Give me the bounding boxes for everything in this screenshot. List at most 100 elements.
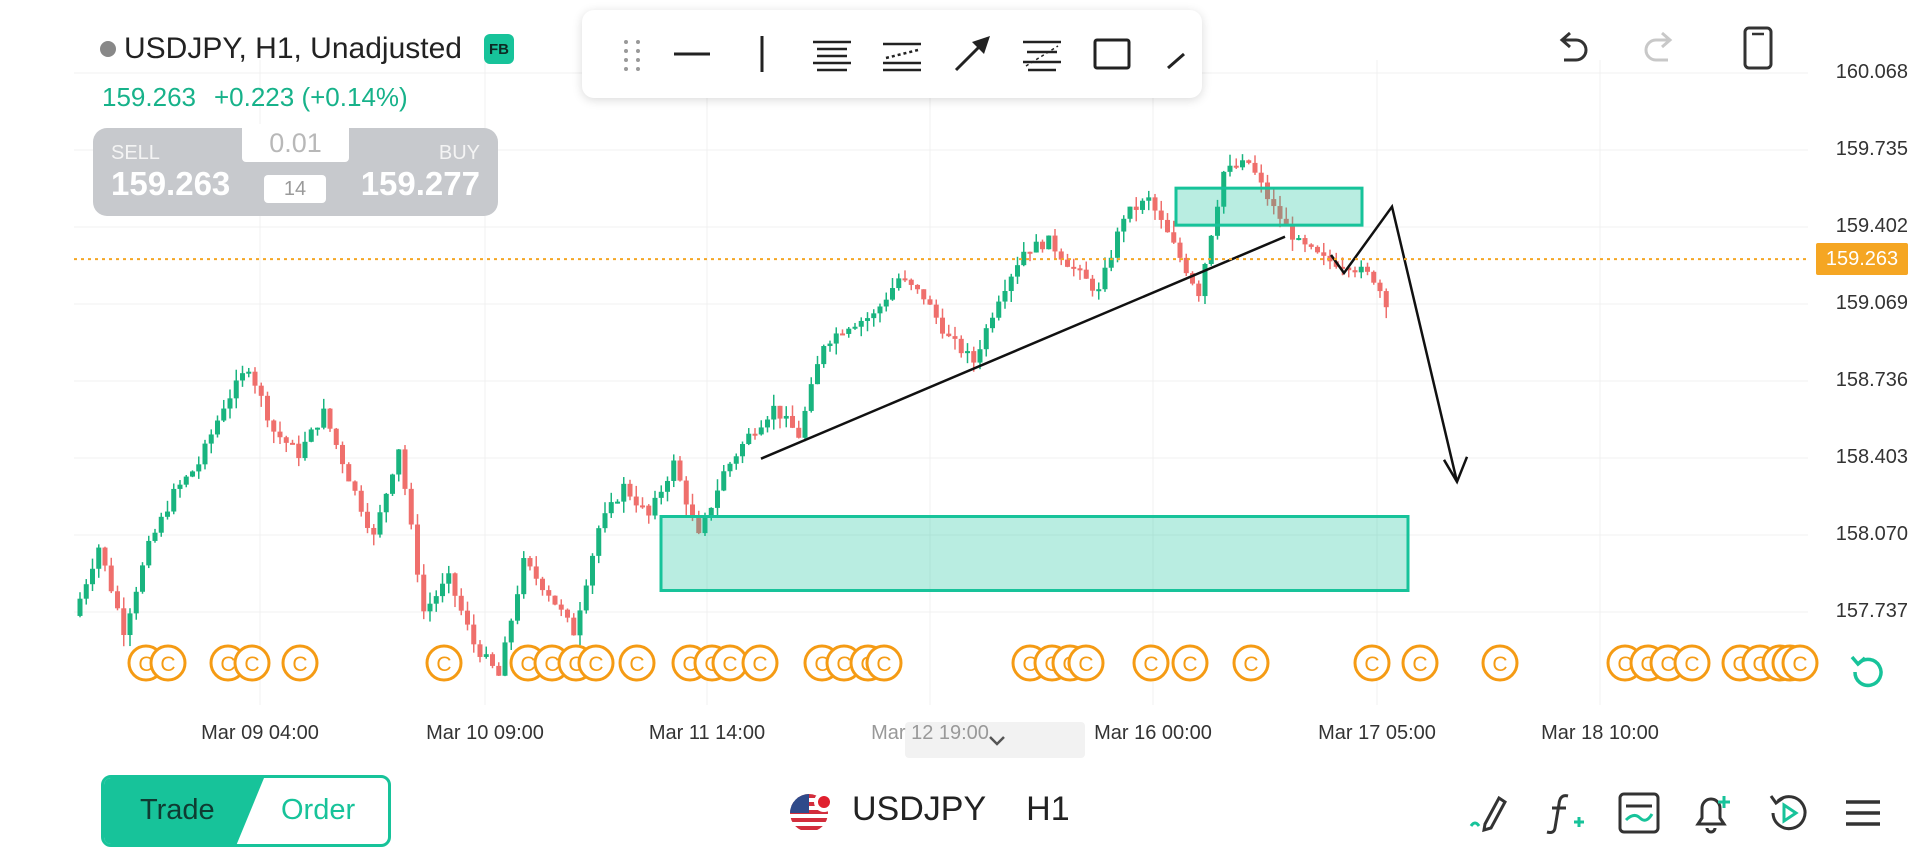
- trend-line[interactable]: [760, 235, 1286, 460]
- calendar-event-label: C: [520, 653, 535, 676]
- draw-tools-icon[interactable]: [1465, 788, 1515, 838]
- candle-body: [958, 338, 964, 354]
- indicators-icon[interactable]: [1540, 788, 1590, 838]
- candle-body: [1146, 197, 1152, 201]
- candle-body: [721, 471, 727, 491]
- candle-body: [496, 665, 502, 676]
- time-axis-collapse[interactable]: [905, 722, 1085, 758]
- calendar-event-marker[interactable]: [1171, 644, 1209, 682]
- candle-body: [602, 513, 608, 529]
- sell-price[interactable]: 159.263: [111, 165, 231, 202]
- calendar-event-marker[interactable]: [1401, 644, 1439, 682]
- candle-body: [977, 349, 983, 363]
- symbol-selector[interactable]: USDJPY H1: [852, 790, 1070, 829]
- candle-body: [1033, 241, 1039, 253]
- candle-body: [1352, 270, 1358, 273]
- calendar-event-marker[interactable]: [618, 644, 656, 682]
- fib-retracement-icon[interactable]: [1022, 34, 1062, 74]
- calendar-event-marker[interactable]: [1232, 644, 1270, 682]
- price-chart[interactable]: CCCCCCCCCCCCCCCCCCCCCCCCCCCCCCCCCCCCCC: [0, 0, 1920, 760]
- calendar-event-marker[interactable]: [1132, 644, 1170, 682]
- calendar-event-label: C: [876, 653, 891, 676]
- candle-body: [1283, 218, 1289, 224]
- candle-body: [133, 591, 139, 614]
- calendar-event-marker[interactable]: [577, 644, 615, 682]
- parallel-channel-icon[interactable]: [882, 34, 922, 74]
- candle-body: [1115, 231, 1120, 258]
- candle-body: [946, 333, 952, 337]
- instrument-header[interactable]: USDJPY, H1, Unadjusted FB: [100, 32, 514, 66]
- price-alert-icon[interactable]: [1688, 788, 1738, 838]
- projection-path[interactable]: [1329, 203, 1459, 483]
- candle-body: [1240, 160, 1245, 168]
- candle-body: [571, 617, 577, 636]
- calendar-event-label: C: [1492, 653, 1507, 676]
- bottom-symbol[interactable]: USDJPY: [852, 790, 987, 828]
- lot-size-input[interactable]: 0.01: [242, 124, 349, 162]
- calendar-event-marker[interactable]: [865, 644, 903, 682]
- candle-body: [233, 380, 239, 399]
- candle-body: [246, 371, 252, 374]
- calendar-event-marker[interactable]: [425, 644, 463, 682]
- chart-settings-icon[interactable]: [1614, 788, 1664, 838]
- candle-body: [458, 595, 464, 611]
- calendar-event-marker[interactable]: [1481, 644, 1519, 682]
- calendar-event-marker[interactable]: [741, 644, 779, 682]
- rectangle-icon[interactable]: [1092, 34, 1132, 74]
- candle-body: [1196, 283, 1202, 297]
- menu-icon[interactable]: [1838, 788, 1888, 838]
- undo-icon[interactable]: [1550, 28, 1594, 72]
- drag-handle-icon[interactable]: [612, 34, 652, 74]
- candle-body: [446, 573, 452, 584]
- candle-body: [865, 318, 870, 321]
- candle-body: [590, 555, 595, 586]
- candle-body: [740, 444, 745, 457]
- candle-body: [171, 488, 177, 512]
- trend-line-icon[interactable]: [1162, 34, 1194, 74]
- candle-body: [1158, 210, 1164, 220]
- arrow-icon[interactable]: [952, 34, 992, 74]
- sell-label[interactable]: SELL: [111, 142, 160, 164]
- trade-tab[interactable]: Trade: [140, 794, 215, 826]
- candle-body: [965, 351, 970, 354]
- candle-body: [165, 511, 170, 517]
- candle-body: [727, 463, 733, 472]
- buy-label[interactable]: BUY: [438, 142, 480, 164]
- candle-body: [746, 433, 752, 445]
- candle-body: [483, 654, 489, 657]
- bottom-timeframe[interactable]: H1: [1026, 790, 1070, 828]
- vertical-line-icon[interactable]: [742, 34, 782, 74]
- candle-body: [715, 490, 720, 508]
- replay-icon[interactable]: [1763, 788, 1813, 838]
- buy-price[interactable]: 159.277: [360, 165, 480, 202]
- price-axis-label: 158.070: [1835, 523, 1908, 545]
- calendar-event-label: C: [1684, 653, 1699, 676]
- calendar-event-marker[interactable]: [149, 644, 187, 682]
- calendar-event-marker[interactable]: [281, 644, 319, 682]
- candle-body: [1058, 251, 1064, 260]
- horizontal-channel-icon[interactable]: [812, 34, 852, 74]
- horizontal-line-icon[interactable]: [672, 34, 712, 74]
- fb-badge[interactable]: FB: [483, 34, 514, 64]
- candle-body: [1271, 199, 1277, 207]
- candle-body: [627, 483, 633, 497]
- orientation-icon[interactable]: [1736, 26, 1780, 70]
- calendar-event-marker[interactable]: [1353, 644, 1391, 682]
- candle-body: [890, 288, 895, 300]
- candle-body: [671, 460, 677, 481]
- demand-zone[interactable]: [659, 515, 1410, 592]
- price-axis-label: 158.403: [1835, 446, 1908, 468]
- calendar-event-label: C: [160, 653, 175, 676]
- chevron-down-icon[interactable]: [985, 728, 1009, 752]
- calendar-event-marker[interactable]: [1781, 644, 1819, 682]
- candle-body: [296, 443, 302, 459]
- calendar-event-marker[interactable]: [1673, 644, 1711, 682]
- calendar-event-marker[interactable]: [233, 644, 271, 682]
- price-axis-label: 159.735: [1835, 138, 1908, 160]
- redo-icon[interactable]: [1638, 28, 1682, 72]
- candle-body: [90, 568, 95, 585]
- calendar-event-marker[interactable]: [1067, 644, 1105, 682]
- reset-chart-icon[interactable]: [1846, 650, 1890, 694]
- supply-zone[interactable]: [1174, 186, 1364, 227]
- order-tab[interactable]: Order: [281, 794, 356, 826]
